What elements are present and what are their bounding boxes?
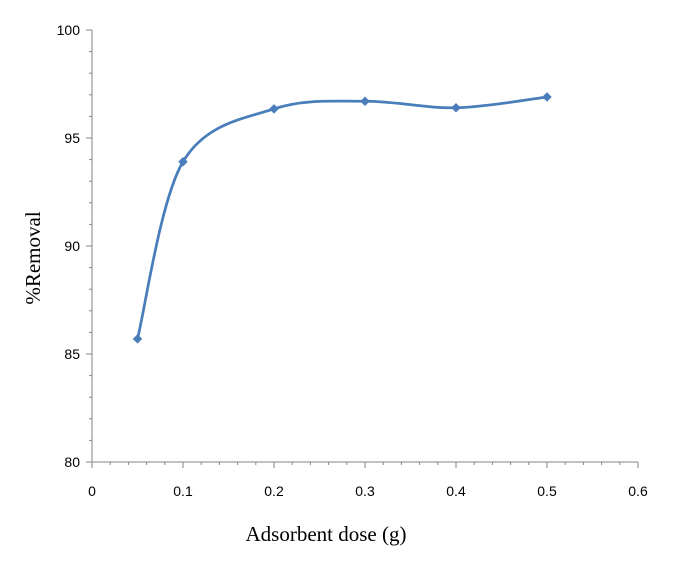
data-point-marker bbox=[132, 334, 143, 344]
y-tick-label: 85 bbox=[64, 346, 80, 362]
x-tick-label: 0.4 bbox=[446, 483, 466, 499]
y-tick-label: 80 bbox=[64, 454, 80, 470]
y-tick-label: 100 bbox=[57, 22, 81, 38]
y-axis-title: %Removal bbox=[21, 211, 45, 304]
x-axis-title: Adsorbent dose (g) bbox=[246, 522, 407, 546]
x-tick-label: 0 bbox=[88, 483, 96, 499]
series-layer bbox=[132, 92, 552, 344]
x-tick-labels: 0 0.1 0.2 0.3 0.4 0.5 0.6 bbox=[88, 483, 648, 499]
y-tick-labels: 80 85 90 95 100 bbox=[57, 22, 81, 470]
x-tick-label: 0.6 bbox=[628, 483, 648, 499]
series-line bbox=[136, 95, 549, 341]
data-point-marker bbox=[269, 103, 279, 114]
x-tick-label: 0.1 bbox=[173, 483, 193, 499]
x-tick-label: 0.5 bbox=[537, 483, 557, 499]
data-point-marker bbox=[542, 92, 552, 102]
data-point-marker bbox=[451, 102, 461, 113]
y-tick-label: 95 bbox=[64, 130, 80, 146]
y-tick-label: 90 bbox=[64, 238, 80, 254]
x-tick-label: 0.2 bbox=[264, 483, 284, 499]
x-tick-label: 0.3 bbox=[355, 483, 375, 499]
data-point-marker bbox=[360, 96, 370, 107]
data-point-marker bbox=[178, 156, 188, 167]
axes bbox=[86, 29, 639, 468]
